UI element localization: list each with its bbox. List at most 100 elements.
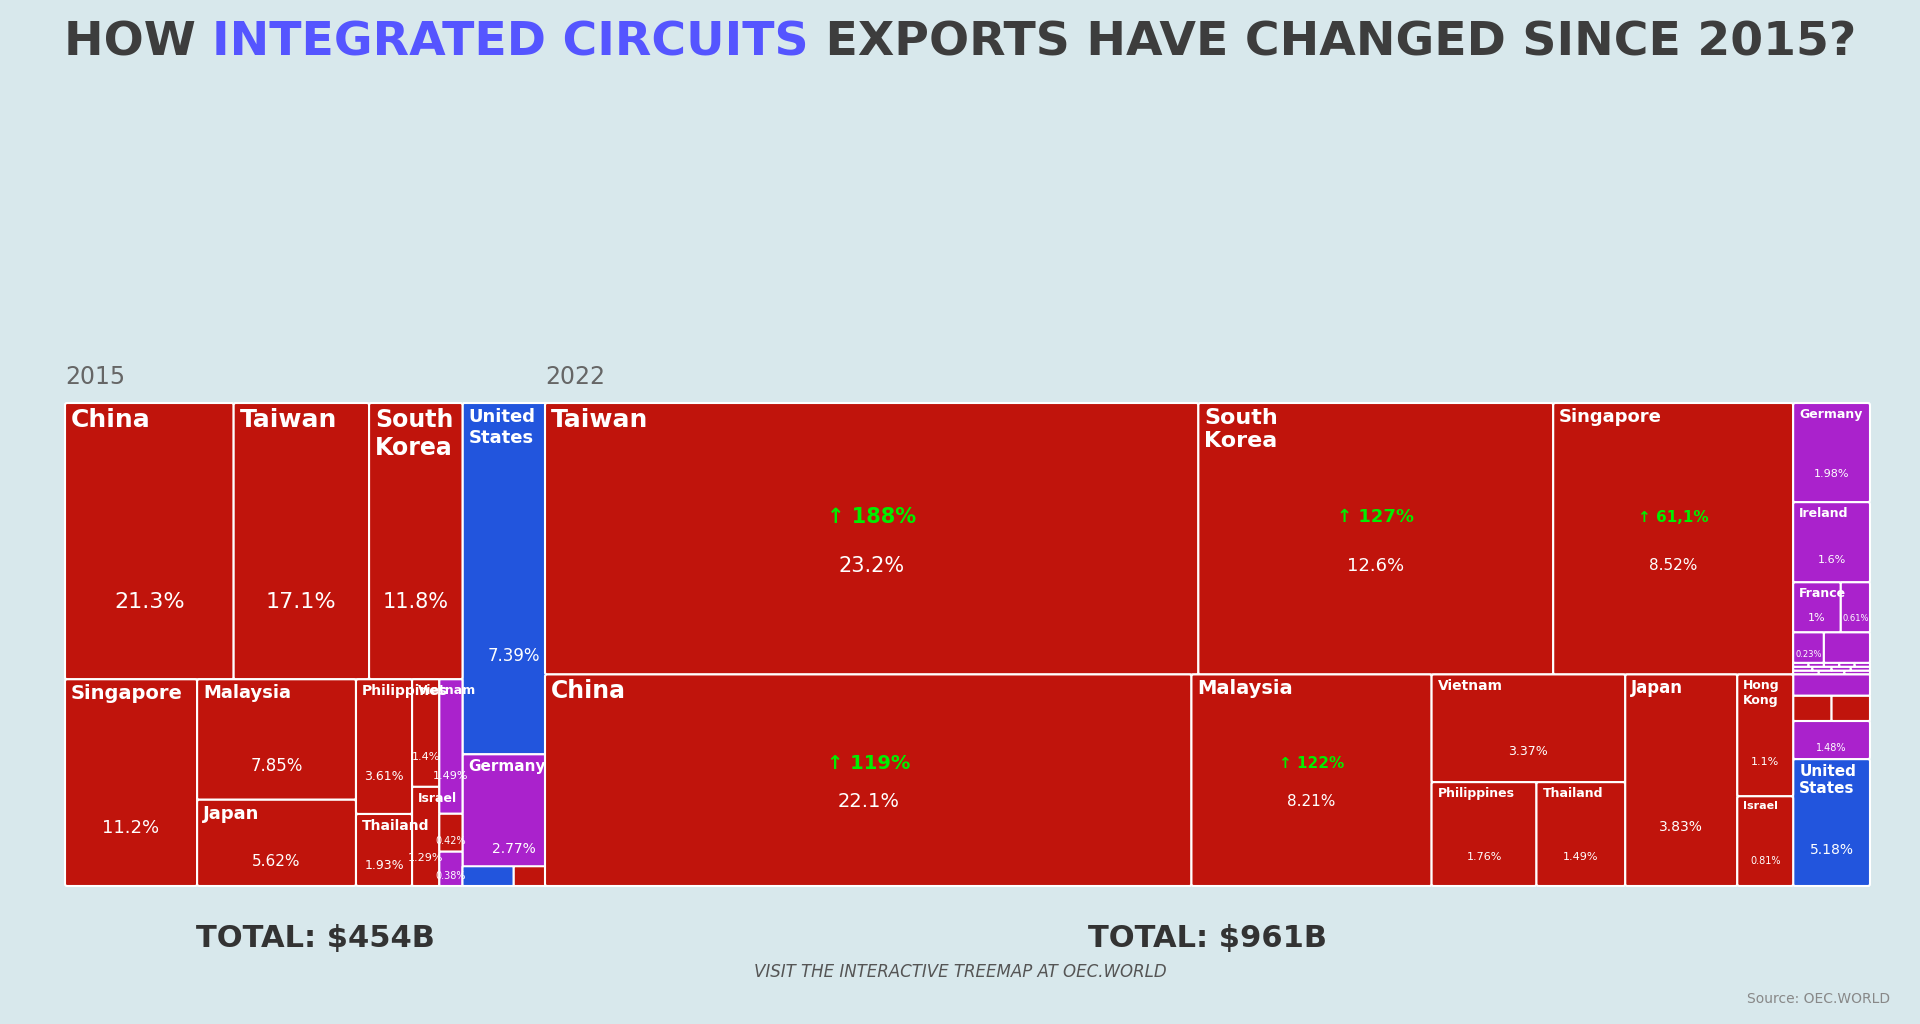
FancyBboxPatch shape <box>355 679 413 814</box>
FancyBboxPatch shape <box>413 679 440 786</box>
FancyBboxPatch shape <box>1793 671 1818 675</box>
FancyBboxPatch shape <box>1793 583 1841 633</box>
Text: 8.52%: 8.52% <box>1649 558 1697 573</box>
Text: Malaysia: Malaysia <box>204 684 292 702</box>
FancyBboxPatch shape <box>1793 663 1809 667</box>
Text: ↑ 61,1%: ↑ 61,1% <box>1638 510 1709 524</box>
Text: South
Korea: South Korea <box>374 408 453 460</box>
FancyBboxPatch shape <box>1738 797 1793 886</box>
Text: 21.3%: 21.3% <box>113 592 184 612</box>
FancyBboxPatch shape <box>1824 633 1870 663</box>
FancyBboxPatch shape <box>440 679 463 814</box>
Text: China: China <box>71 408 152 432</box>
FancyBboxPatch shape <box>1845 671 1870 675</box>
FancyBboxPatch shape <box>1738 675 1793 797</box>
Text: 3.61%: 3.61% <box>365 770 403 782</box>
Text: HOW: HOW <box>63 22 213 66</box>
FancyBboxPatch shape <box>545 675 1192 886</box>
FancyBboxPatch shape <box>1832 667 1851 671</box>
Text: Thailand: Thailand <box>363 819 430 833</box>
Text: Germany: Germany <box>468 760 545 774</box>
Text: 0.38%: 0.38% <box>436 871 467 882</box>
Text: Japan: Japan <box>1632 680 1684 697</box>
Text: Israel: Israel <box>419 792 457 805</box>
FancyBboxPatch shape <box>1812 667 1832 671</box>
FancyBboxPatch shape <box>1793 502 1870 583</box>
Text: 1.4%: 1.4% <box>411 752 440 762</box>
Text: 1.1%: 1.1% <box>1751 757 1780 767</box>
Text: 1.6%: 1.6% <box>1818 555 1845 565</box>
Text: Singapore: Singapore <box>71 684 182 703</box>
FancyBboxPatch shape <box>1851 667 1870 671</box>
FancyBboxPatch shape <box>1809 663 1824 667</box>
FancyBboxPatch shape <box>463 755 564 886</box>
Text: 5.62%: 5.62% <box>252 854 301 869</box>
FancyBboxPatch shape <box>355 814 413 886</box>
FancyBboxPatch shape <box>65 679 198 886</box>
Text: 1.29%: 1.29% <box>407 853 444 863</box>
Text: 1.76%: 1.76% <box>1467 852 1501 862</box>
Text: Malaysia: Malaysia <box>1198 680 1292 698</box>
Text: Ireland: Ireland <box>1799 507 1849 520</box>
FancyBboxPatch shape <box>369 403 463 679</box>
Text: 1.49%: 1.49% <box>1563 852 1599 862</box>
FancyBboxPatch shape <box>1855 663 1870 667</box>
Text: Philippines: Philippines <box>363 684 447 698</box>
Text: United
States: United States <box>468 408 536 446</box>
Text: Source: OEC.WORLD: Source: OEC.WORLD <box>1747 992 1889 1006</box>
Text: EXPORTS HAVE CHANGED SINCE 2015?: EXPORTS HAVE CHANGED SINCE 2015? <box>808 22 1857 66</box>
Text: 22.1%: 22.1% <box>837 792 899 811</box>
Text: ↑ 188%: ↑ 188% <box>828 507 916 527</box>
FancyBboxPatch shape <box>463 403 564 755</box>
Text: 1.98%: 1.98% <box>1814 469 1849 479</box>
Text: 12.6%: 12.6% <box>1348 557 1404 574</box>
Text: United
States: United States <box>1799 764 1857 797</box>
Text: 0.42%: 0.42% <box>436 836 467 846</box>
Text: 5.18%: 5.18% <box>1809 844 1853 857</box>
FancyBboxPatch shape <box>1198 403 1553 675</box>
Text: VISIT THE INTERACTIVE TREEMAP AT OEC.WORLD: VISIT THE INTERACTIVE TREEMAP AT OEC.WOR… <box>755 963 1165 981</box>
Text: Taiwan: Taiwan <box>551 408 649 432</box>
FancyBboxPatch shape <box>1793 667 1812 671</box>
FancyBboxPatch shape <box>65 403 234 679</box>
Text: 0.23%: 0.23% <box>1795 650 1822 658</box>
FancyBboxPatch shape <box>440 852 463 886</box>
Text: INTEGRATED CIRCUITS: INTEGRATED CIRCUITS <box>213 22 808 66</box>
Text: 1.93%: 1.93% <box>365 859 403 872</box>
FancyBboxPatch shape <box>413 786 440 886</box>
FancyBboxPatch shape <box>1793 721 1870 759</box>
Text: 0.81%: 0.81% <box>1749 856 1780 866</box>
Text: TOTAL: $454B: TOTAL: $454B <box>196 924 434 953</box>
Text: Israel: Israel <box>1743 802 1778 811</box>
Text: France: France <box>1799 588 1847 600</box>
Text: Japan: Japan <box>204 805 259 822</box>
Text: 1%: 1% <box>1809 613 1826 624</box>
Text: 7.39%: 7.39% <box>488 647 540 665</box>
Text: 11.2%: 11.2% <box>102 819 159 837</box>
FancyBboxPatch shape <box>1553 403 1793 675</box>
FancyBboxPatch shape <box>1793 695 1832 721</box>
Text: 2.77%: 2.77% <box>492 842 536 856</box>
Text: 3.83%: 3.83% <box>1659 820 1703 834</box>
Text: 1.48%: 1.48% <box>1816 743 1847 754</box>
FancyBboxPatch shape <box>1824 663 1839 667</box>
FancyBboxPatch shape <box>1793 403 1870 502</box>
Text: 23.2%: 23.2% <box>839 556 904 575</box>
Text: 11.8%: 11.8% <box>382 592 449 612</box>
FancyBboxPatch shape <box>234 403 369 679</box>
Text: TOTAL: $961B: TOTAL: $961B <box>1089 924 1327 953</box>
FancyBboxPatch shape <box>545 403 1198 675</box>
FancyBboxPatch shape <box>1624 675 1738 886</box>
FancyBboxPatch shape <box>1832 695 1870 721</box>
FancyBboxPatch shape <box>1192 675 1432 886</box>
Text: Vietnam: Vietnam <box>419 684 476 697</box>
Text: 2022: 2022 <box>545 365 605 389</box>
Text: ↑ 127%: ↑ 127% <box>1338 508 1415 526</box>
FancyBboxPatch shape <box>1793 675 1870 695</box>
FancyBboxPatch shape <box>1793 633 1824 663</box>
FancyBboxPatch shape <box>515 866 564 886</box>
FancyBboxPatch shape <box>198 800 355 886</box>
Text: Singapore: Singapore <box>1559 408 1663 426</box>
FancyBboxPatch shape <box>1432 782 1536 886</box>
FancyBboxPatch shape <box>1839 663 1855 667</box>
